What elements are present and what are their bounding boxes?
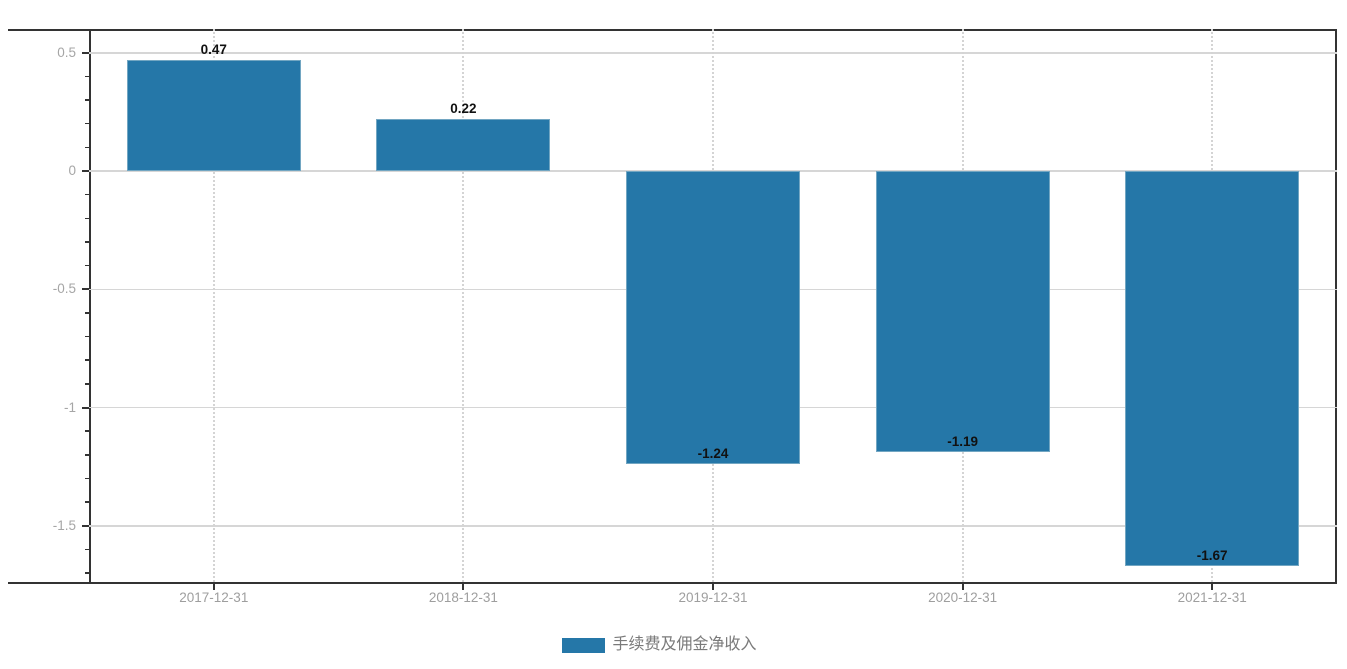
y-minor-tick: [85, 75, 89, 78]
y-minor-tick: [85, 572, 89, 574]
x-tick-2020-12-31: [961, 584, 964, 590]
x-tick-label-2017-12-31: 2017-12-31: [179, 590, 249, 605]
y-minor-tick: [85, 501, 89, 503]
y-minor-tick: [85, 383, 89, 385]
y-major-tick-0: [82, 170, 89, 172]
y-minor-tick: [85, 193, 89, 196]
value-label-2018-12-31: 0.22: [450, 100, 477, 116]
y-minor-tick: [85, 146, 89, 149]
x-tick-2017-12-31: [212, 584, 215, 590]
y-tick-label--1.5: -1.5: [52, 517, 76, 533]
y-minor-tick: [85, 477, 89, 480]
y-minor-tick: [85, 99, 89, 101]
x-tick-2019-12-31: [712, 584, 714, 590]
x-tick-2021-12-31: [1211, 584, 1214, 590]
y-tick-label--0.5: -0.5: [52, 281, 76, 297]
x-tick-label-2018-12-31: 2018-12-31: [428, 590, 498, 605]
y-minor-tick: [85, 454, 89, 456]
y-minor-tick: [85, 217, 89, 220]
bar-2021-12-31[interactable]: [1125, 171, 1300, 566]
value-label-2017-12-31: 0.47: [200, 41, 227, 57]
y-minor-tick: [85, 312, 89, 314]
y-minor-tick: [85, 430, 89, 432]
y-major-tick--1.5: [82, 524, 89, 527]
y-tick-label--1: -1: [63, 399, 76, 415]
bar-2017-12-31[interactable]: [126, 59, 301, 171]
y-major-tick--1: [82, 406, 89, 409]
plot-border-top: [8, 29, 1337, 31]
value-label-2019-12-31: -1.24: [697, 446, 729, 462]
x-tick-label-2019-12-31: 2019-12-31: [678, 590, 748, 605]
bar-2020-12-31[interactable]: [875, 171, 1050, 453]
x-tick-label-2021-12-31: 2021-12-31: [1177, 590, 1247, 605]
legend-swatch: [562, 637, 606, 653]
y-axis-line: [89, 29, 91, 584]
y-minor-tick: [85, 264, 89, 267]
y-minor-tick: [85, 548, 89, 551]
bar-2019-12-31[interactable]: [626, 171, 800, 465]
y-tick-label-0: 0: [68, 163, 76, 178]
gridline-x-2018-12-31: [462, 29, 465, 582]
legend[interactable]: 手续费及佣金净收入: [0, 636, 1333, 654]
y-major-tick--0.5: [82, 288, 89, 291]
legend-label: 手续费及佣金净收入: [612, 636, 757, 653]
plot-border-right: [1335, 29, 1337, 582]
y-tick-label-0.5: 0.5: [57, 44, 76, 60]
y-minor-tick: [85, 241, 89, 243]
y-minor-tick: [85, 359, 89, 361]
bar-2018-12-31[interactable]: [376, 118, 551, 171]
y-minor-tick: [85, 122, 89, 125]
y-major-tick-0.5: [82, 51, 89, 54]
x-tick-2018-12-31: [462, 584, 465, 590]
gridline-x-2017-12-31: [212, 29, 215, 582]
x-axis-line: [8, 582, 1337, 584]
x-tick-label-2020-12-31: 2020-12-31: [928, 590, 998, 605]
value-label-2020-12-31: -1.19: [947, 434, 978, 450]
value-label-2021-12-31: -1.67: [1196, 547, 1228, 563]
y-minor-tick: [85, 335, 89, 338]
